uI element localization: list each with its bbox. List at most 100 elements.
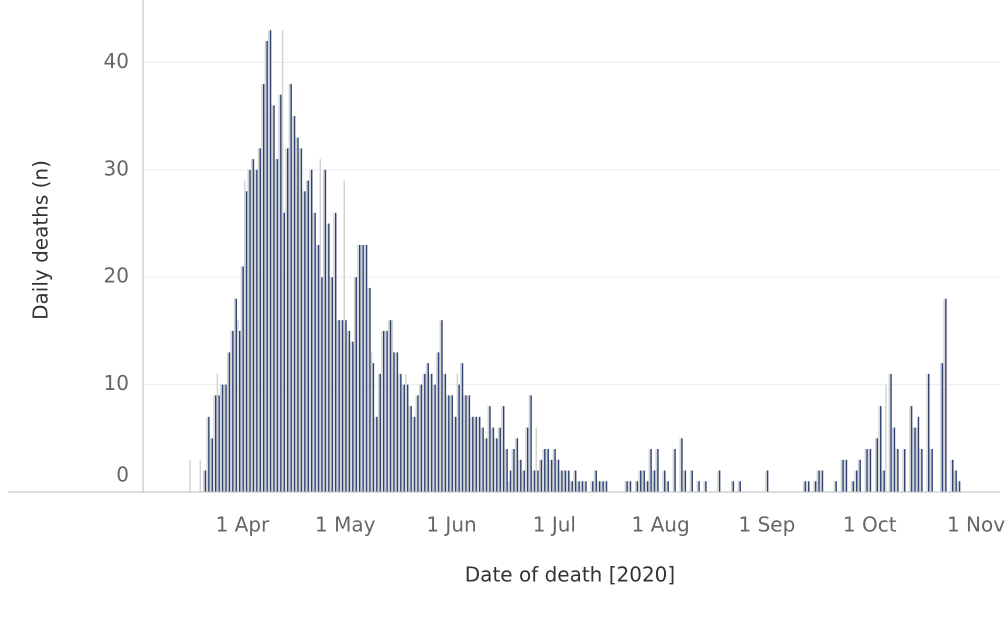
bar <box>857 459 860 492</box>
bar <box>290 83 292 493</box>
bar <box>417 395 419 492</box>
bar <box>302 191 304 492</box>
bar <box>904 449 906 492</box>
bar <box>213 395 215 492</box>
bar <box>874 438 877 492</box>
bar <box>211 438 214 492</box>
bar <box>628 481 630 492</box>
bar <box>209 438 212 492</box>
x-tick-label: 1 Apr <box>216 513 270 537</box>
bar <box>400 373 402 492</box>
bar <box>516 438 519 492</box>
bar <box>816 470 819 492</box>
bar <box>912 427 915 492</box>
bar <box>384 330 387 492</box>
bar <box>888 373 891 492</box>
bar <box>806 481 808 492</box>
bar <box>424 373 426 492</box>
x-tick-label: 1 Jul <box>533 513 576 537</box>
bar <box>881 470 884 492</box>
x-tick-label: 1 Sep <box>739 513 796 537</box>
bar <box>439 320 441 492</box>
bar <box>448 395 450 492</box>
bar <box>681 438 683 492</box>
bar <box>237 320 239 492</box>
bar <box>952 459 954 492</box>
bar <box>268 30 270 492</box>
bar <box>814 481 817 492</box>
bar <box>664 470 666 492</box>
bar <box>650 449 652 492</box>
bar <box>909 406 911 492</box>
bar <box>338 320 340 492</box>
x-axis-title: Date of death [2020] <box>465 563 675 587</box>
y-axis-title: Daily deaths (n) <box>29 160 53 320</box>
bar <box>261 83 263 493</box>
bar <box>441 320 443 492</box>
x-tick-label: 1 Nov <box>947 513 1005 537</box>
bar <box>348 330 351 492</box>
bar <box>358 245 361 492</box>
bar <box>357 245 359 492</box>
bar <box>341 320 344 492</box>
bar <box>300 148 303 492</box>
bar <box>317 245 320 492</box>
bar <box>473 416 476 492</box>
bar <box>833 481 836 492</box>
bar <box>592 481 594 492</box>
bar <box>324 169 327 492</box>
bar <box>485 438 488 492</box>
bar <box>813 481 815 492</box>
bar <box>520 459 522 492</box>
bar <box>466 395 469 492</box>
bar <box>580 481 582 492</box>
bar <box>842 459 844 492</box>
bar <box>345 320 347 492</box>
bar <box>396 352 399 492</box>
bar <box>552 449 555 492</box>
bar <box>804 481 807 492</box>
bar <box>526 427 529 492</box>
x-tick-label: 1 Aug <box>632 513 690 537</box>
bar <box>640 470 642 492</box>
bar <box>535 427 537 492</box>
bar <box>189 459 191 492</box>
bar <box>634 481 637 492</box>
bar <box>484 438 486 492</box>
bar <box>653 470 656 492</box>
bar <box>247 169 250 492</box>
bar <box>549 459 551 492</box>
bar <box>292 116 294 492</box>
bar <box>208 416 210 492</box>
bar <box>910 406 913 492</box>
bar <box>365 245 368 492</box>
bar <box>235 298 238 492</box>
bar <box>499 427 501 492</box>
bar <box>362 245 364 492</box>
bar <box>820 470 822 492</box>
bar <box>885 384 887 492</box>
bar <box>703 481 705 492</box>
bar <box>285 148 287 492</box>
bar <box>372 363 375 492</box>
bar <box>893 427 896 492</box>
bar <box>297 137 299 492</box>
bar <box>410 406 412 492</box>
bar <box>353 277 356 492</box>
bar <box>220 384 222 492</box>
bar <box>508 481 510 492</box>
bar <box>461 363 464 492</box>
bar <box>648 449 651 492</box>
bar <box>480 427 483 492</box>
bar <box>463 395 465 492</box>
bar <box>432 384 435 492</box>
bar <box>206 416 208 492</box>
bar <box>437 352 440 492</box>
bar <box>506 449 508 492</box>
bar <box>434 384 436 492</box>
bar <box>412 416 414 492</box>
bar <box>538 459 541 492</box>
bar <box>561 470 563 492</box>
bar <box>655 449 657 492</box>
bar <box>691 470 693 492</box>
